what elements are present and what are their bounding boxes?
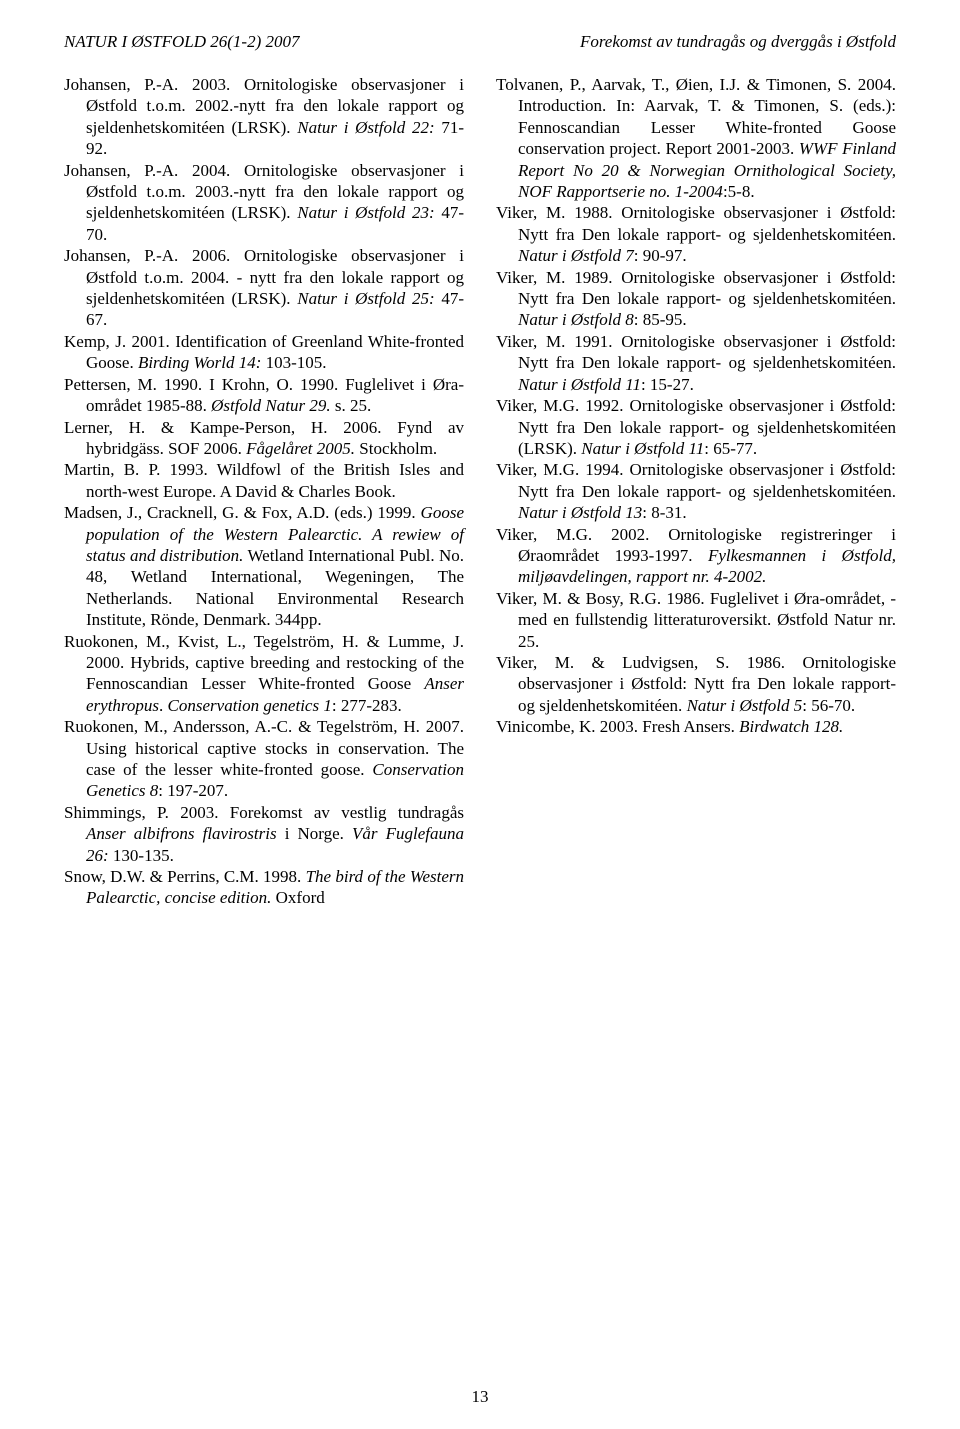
running-head-left: NATUR I ØSTFOLD 26(1-2) 2007	[64, 32, 299, 52]
reference-text-run: Ruokonen, M., Kvist, L., Tegelström, H. …	[64, 632, 464, 694]
reference-entry: Madsen, J., Cracknell, G. & Fox, A.D. (e…	[64, 502, 464, 630]
reference-text-run: Madsen, J., Cracknell, G. & Fox, A.D. (e…	[64, 503, 421, 522]
reference-italic-run: Natur i Østfold 23:	[297, 203, 434, 222]
reference-text-run: : 65-77.	[704, 439, 757, 458]
reference-italic-run: Natur i Østfold 13	[518, 503, 642, 522]
reference-italic-run: Natur i Østfold 11	[581, 439, 704, 458]
reference-text-run: Viker, M. 1988. Ornitologiske observasjo…	[496, 203, 896, 243]
reference-italic-run: Birding World 14:	[138, 353, 261, 372]
running-head-right: Forekomst av tundragås og dverggås i Øst…	[580, 32, 896, 52]
reference-entry: Viker, M. 1988. Ornitologiske observasjo…	[496, 202, 896, 266]
reference-text-run: .	[159, 696, 168, 715]
reference-text-run: Martin, B. P. 1993. Wildfowl of the Brit…	[64, 460, 464, 500]
reference-text-run: : 15-27.	[641, 375, 694, 394]
reference-italic-run: Natur i Østfold 7	[518, 246, 634, 265]
reference-text-run: Shimmings, P. 2003. Forekomst av vestlig…	[64, 803, 464, 822]
reference-entry: Kemp, J. 2001. Identification of Greenla…	[64, 331, 464, 374]
columns: Johansen, P.-A. 2003. Ornitologiske obse…	[64, 74, 896, 909]
reference-italic-run: Østfold Natur 29.	[211, 396, 331, 415]
reference-entry: Viker, M.G. 1994. Ornitologiske observas…	[496, 459, 896, 523]
reference-text-run: Viker, M. 1989. Ornitologiske observasjo…	[496, 268, 896, 308]
reference-italic-run: Conservation genetics 1	[168, 696, 332, 715]
reference-text-run: : 277-283.	[332, 696, 402, 715]
reference-text-run: Snow, D.W. & Perrins, C.M. 1998.	[64, 867, 306, 886]
reference-text-run: Stockholm.	[355, 439, 437, 458]
reference-italic-run: Natur i Østfold 11	[518, 375, 641, 394]
reference-text-run: : 8-31.	[642, 503, 686, 522]
reference-entry: Johansen, P.-A. 2004. Ornitologiske obse…	[64, 160, 464, 246]
reference-text-run: 103-105.	[261, 353, 326, 372]
reference-text-run: s. 25.	[331, 396, 372, 415]
reference-text-run: Viker, M. 1991. Ornitologiske observasjo…	[496, 332, 896, 372]
reference-entry: Vinicombe, K. 2003. Fresh Ansers. Birdwa…	[496, 716, 896, 737]
reference-text-run: : 197-207.	[158, 781, 228, 800]
reference-text-run: : 56-70.	[802, 696, 855, 715]
reference-entry: Viker, M.G. 1992. Ornitologiske observas…	[496, 395, 896, 459]
reference-entry: Lerner, H. & Kampe-Person, H. 2006. Fynd…	[64, 417, 464, 460]
reference-text-run: : 90-97.	[634, 246, 687, 265]
left-column: Johansen, P.-A. 2003. Ornitologiske obse…	[64, 74, 464, 909]
reference-entry: Snow, D.W. & Perrins, C.M. 1998. The bir…	[64, 866, 464, 909]
reference-text-run: Oxford	[271, 888, 324, 907]
reference-italic-run: Natur i Østfold 5	[687, 696, 803, 715]
reference-entry: Johansen, P.-A. 2003. Ornitologiske obse…	[64, 74, 464, 160]
reference-entry: Ruokonen, M., Andersson, A.-C. & Tegelst…	[64, 716, 464, 802]
reference-entry: Johansen, P.-A. 2006. Ornitologiske obse…	[64, 245, 464, 331]
reference-entry: Viker, M. & Bosy, R.G. 1986. Fuglelivet …	[496, 588, 896, 652]
reference-entry: Viker, M. & Ludvigsen, S. 1986. Ornitolo…	[496, 652, 896, 716]
reference-italic-run: Birdwatch 128.	[739, 717, 843, 736]
reference-text-run: i Norge.	[277, 824, 352, 843]
reference-italic-run: Natur i Østfold 25:	[297, 289, 434, 308]
reference-entry: Pettersen, M. 1990. I Krohn, O. 1990. Fu…	[64, 374, 464, 417]
reference-italic-run: Natur i Østfold 22:	[297, 118, 434, 137]
right-column: Tolvanen, P., Aarvak, T., Øien, I.J. & T…	[496, 74, 896, 909]
reference-text-run: Viker, M.G. 1994. Ornitologiske observas…	[496, 460, 896, 500]
running-head: NATUR I ØSTFOLD 26(1-2) 2007 Forekomst a…	[64, 32, 896, 52]
reference-entry: Viker, M. 1991. Ornitologiske observasjo…	[496, 331, 896, 395]
reference-entry: Ruokonen, M., Kvist, L., Tegelström, H. …	[64, 631, 464, 717]
reference-entry: Viker, M. 1989. Ornitologiske observasjo…	[496, 267, 896, 331]
reference-text-run: 130-135.	[109, 846, 174, 865]
reference-text-run: Vinicombe, K. 2003. Fresh Ansers.	[496, 717, 739, 736]
reference-entry: Shimmings, P. 2003. Forekomst av vestlig…	[64, 802, 464, 866]
reference-entry: Tolvanen, P., Aarvak, T., Øien, I.J. & T…	[496, 74, 896, 202]
page: NATUR I ØSTFOLD 26(1-2) 2007 Forekomst a…	[0, 0, 960, 909]
reference-text-run: : 85-95.	[634, 310, 687, 329]
reference-entry: Martin, B. P. 1993. Wildfowl of the Brit…	[64, 459, 464, 502]
reference-italic-run: Fågelåret 2005.	[246, 439, 355, 458]
page-number: 13	[0, 1387, 960, 1407]
reference-entry: Viker, M.G. 2002. Ornitologiske registre…	[496, 524, 896, 588]
reference-text-run: :5-8.	[723, 182, 755, 201]
reference-italic-run: Natur i Østfold 8	[518, 310, 634, 329]
reference-text-run: Viker, M. & Bosy, R.G. 1986. Fuglelivet …	[496, 589, 896, 651]
reference-italic-run: Anser albifrons flavirostris	[86, 824, 277, 843]
